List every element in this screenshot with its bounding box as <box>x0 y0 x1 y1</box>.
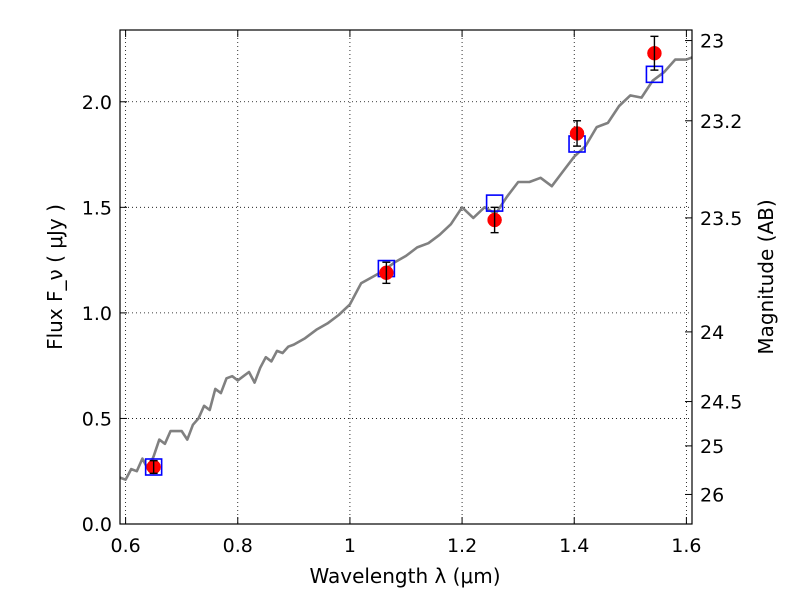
model-spectrum <box>119 56 693 482</box>
model-photometry-points <box>144 65 664 476</box>
y-axis-ticks: 0.0 0.5 1.0 1.5 2.0 <box>82 92 127 536</box>
y-tick-label: 0.5 <box>82 408 112 430</box>
right-tick-label: 24.5 <box>700 392 742 414</box>
y-axis-label: Flux F_ν ( μJy ) <box>43 204 67 350</box>
x-tick-label: 0.8 <box>223 535 253 557</box>
model-spectrum-line <box>119 56 693 482</box>
x-tick-label: 0.6 <box>110 535 140 557</box>
x-axis-ticks: 0.6 0.8 1 1.2 1.4 1.6 <box>110 30 702 557</box>
right-tick-label: 23.2 <box>700 111 742 133</box>
right-tick-label: 26 <box>700 484 724 506</box>
grid-lines <box>120 30 692 524</box>
right-axis-label: Magnitude (AB) <box>754 199 778 354</box>
plot-frame <box>119 29 693 525</box>
x-axis-label: Wavelength λ (μm) <box>309 564 500 588</box>
x-tick-label: 1.4 <box>559 535 589 557</box>
x-tick-label: 1 <box>344 535 356 557</box>
y-tick-label: 0.0 <box>82 514 112 536</box>
y-tick-label: 1.5 <box>82 197 112 219</box>
right-tick-label: 23.5 <box>700 208 742 230</box>
y-tick-label: 2.0 <box>82 92 112 114</box>
x-tick-label: 1.2 <box>447 535 477 557</box>
right-tick-label: 23 <box>700 31 724 53</box>
model-photometry-square <box>144 458 163 476</box>
observed-photometry-points <box>146 35 662 475</box>
y-tick-label: 1.0 <box>82 303 112 325</box>
x-tick-label: 1.6 <box>671 535 701 557</box>
right-tick-label: 24 <box>700 322 724 344</box>
right-axis-ticks: 23 23.2 23.5 24 24.5 25 26 <box>685 31 742 506</box>
right-tick-label: 25 <box>700 436 724 458</box>
